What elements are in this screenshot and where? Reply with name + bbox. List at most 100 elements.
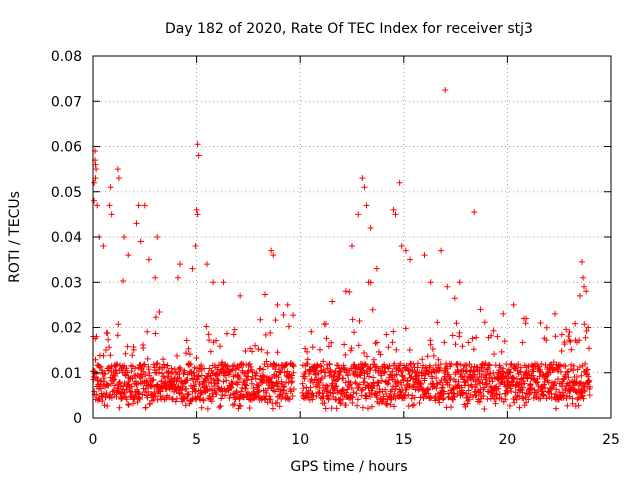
data-point xyxy=(312,371,319,378)
data-point xyxy=(198,372,205,379)
data-point xyxy=(281,383,288,390)
data-point xyxy=(561,373,568,380)
data-point xyxy=(146,400,153,407)
data-point xyxy=(252,342,259,349)
data-point xyxy=(290,386,297,393)
data-point xyxy=(566,329,573,336)
data-point xyxy=(566,337,573,344)
data-point xyxy=(421,252,428,259)
data-point xyxy=(581,321,588,328)
data-point xyxy=(194,211,201,218)
data-point xyxy=(123,396,130,403)
data-point xyxy=(319,390,326,397)
data-point xyxy=(352,379,359,386)
x-tick-label: 0 xyxy=(89,432,98,448)
data-point xyxy=(163,385,170,392)
data-point xyxy=(427,341,434,348)
data-point xyxy=(476,370,483,377)
data-point xyxy=(366,365,373,372)
data-point xyxy=(481,384,488,391)
data-point xyxy=(558,347,565,354)
data-point xyxy=(204,373,211,380)
data-point xyxy=(563,392,570,399)
data-point xyxy=(145,256,152,263)
data-point xyxy=(466,360,473,367)
data-point xyxy=(555,368,562,375)
data-point xyxy=(364,405,371,412)
data-point xyxy=(493,395,500,402)
data-point xyxy=(288,372,295,379)
y-tick-label: 0.03 xyxy=(51,275,82,291)
data-point xyxy=(393,371,400,378)
data-point xyxy=(247,363,254,370)
data-point xyxy=(328,382,335,389)
x-axis-label: GPS time / hours xyxy=(290,459,407,475)
data-point xyxy=(586,392,593,399)
data-point xyxy=(385,380,392,387)
data-point xyxy=(196,395,203,402)
data-point xyxy=(387,401,394,408)
data-point xyxy=(564,402,571,409)
data-point xyxy=(246,361,253,368)
data-point xyxy=(322,320,329,327)
data-point xyxy=(138,373,145,380)
data-point xyxy=(335,362,342,369)
data-point xyxy=(200,397,207,404)
data-point xyxy=(256,388,263,395)
data-point xyxy=(101,402,108,409)
data-point xyxy=(523,315,530,322)
data-point xyxy=(274,301,281,308)
data-point xyxy=(486,362,493,369)
data-point xyxy=(451,295,458,302)
data-point xyxy=(496,391,503,398)
data-point xyxy=(582,360,589,367)
data-point xyxy=(425,390,432,397)
data-point xyxy=(253,370,260,377)
data-point xyxy=(264,349,271,356)
data-point xyxy=(274,399,281,406)
data-point xyxy=(373,265,380,272)
data-point xyxy=(502,396,509,403)
data-point xyxy=(290,312,297,319)
x-tick-label: 10 xyxy=(291,432,309,448)
data-point xyxy=(485,361,492,368)
data-point xyxy=(584,366,591,373)
data-point xyxy=(578,258,585,265)
data-point xyxy=(276,403,283,410)
data-point xyxy=(396,179,403,186)
data-point xyxy=(560,376,567,383)
data-point xyxy=(583,328,590,335)
data-point xyxy=(150,376,157,383)
data-point xyxy=(338,400,345,407)
data-point xyxy=(124,343,131,350)
data-point xyxy=(255,345,262,352)
data-point xyxy=(204,405,211,412)
data-point xyxy=(558,331,565,338)
data-point xyxy=(210,393,217,400)
data-point xyxy=(218,395,225,402)
data-point xyxy=(392,383,399,390)
data-point xyxy=(116,404,123,411)
data-point xyxy=(151,389,158,396)
data-point xyxy=(398,381,405,388)
data-point xyxy=(391,360,398,367)
data-point xyxy=(568,361,575,368)
data-point xyxy=(193,206,200,213)
data-point xyxy=(216,404,223,411)
data-point xyxy=(570,367,577,374)
data-point xyxy=(174,274,181,281)
data-point xyxy=(156,308,163,315)
data-point xyxy=(587,383,594,390)
y-tick-label: 0.02 xyxy=(51,321,82,337)
data-point xyxy=(477,306,484,313)
data-point xyxy=(510,375,517,382)
data-point xyxy=(268,378,275,385)
data-point xyxy=(402,392,409,399)
data-point xyxy=(133,220,140,227)
data-point xyxy=(125,252,132,259)
data-point xyxy=(481,319,488,326)
data-point xyxy=(308,328,315,335)
data-point xyxy=(245,367,252,374)
data-point xyxy=(349,399,356,406)
data-point xyxy=(397,360,404,367)
